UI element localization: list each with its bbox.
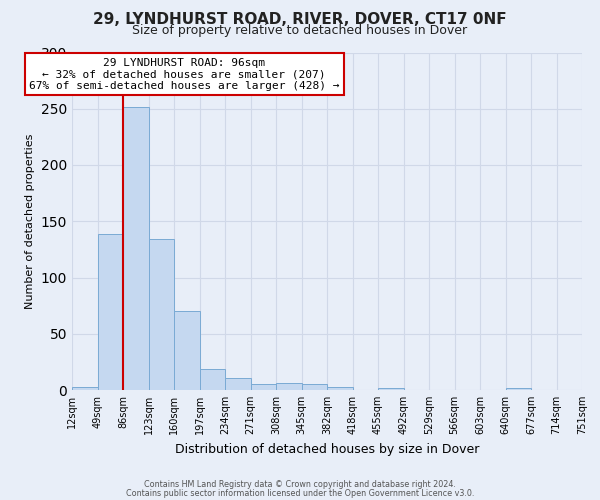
Y-axis label: Number of detached properties: Number of detached properties: [25, 134, 35, 309]
Bar: [506, 388, 531, 390]
Bar: [327, 386, 353, 390]
Bar: [174, 311, 199, 390]
Text: Contains HM Land Registry data © Crown copyright and database right 2024.: Contains HM Land Registry data © Crown c…: [144, 480, 456, 489]
Bar: [149, 240, 174, 390]
Text: Contains public sector information licensed under the Open Government Licence v3: Contains public sector information licen…: [126, 488, 474, 498]
Text: 29, LYNDHURST ROAD, RIVER, DOVER, CT17 0NF: 29, LYNDHURST ROAD, RIVER, DOVER, CT17 0…: [93, 12, 507, 28]
Bar: [378, 388, 404, 390]
Bar: [97, 234, 123, 390]
Bar: [72, 386, 97, 390]
Text: 29 LYNDHURST ROAD: 96sqm
← 32% of detached houses are smaller (207)
67% of semi-: 29 LYNDHURST ROAD: 96sqm ← 32% of detach…: [29, 58, 340, 91]
Bar: [276, 383, 302, 390]
Bar: [302, 384, 327, 390]
Bar: [251, 384, 276, 390]
Text: Size of property relative to detached houses in Dover: Size of property relative to detached ho…: [133, 24, 467, 37]
Bar: [225, 378, 251, 390]
X-axis label: Distribution of detached houses by size in Dover: Distribution of detached houses by size …: [175, 442, 479, 456]
Bar: [123, 106, 149, 390]
Bar: [199, 368, 225, 390]
